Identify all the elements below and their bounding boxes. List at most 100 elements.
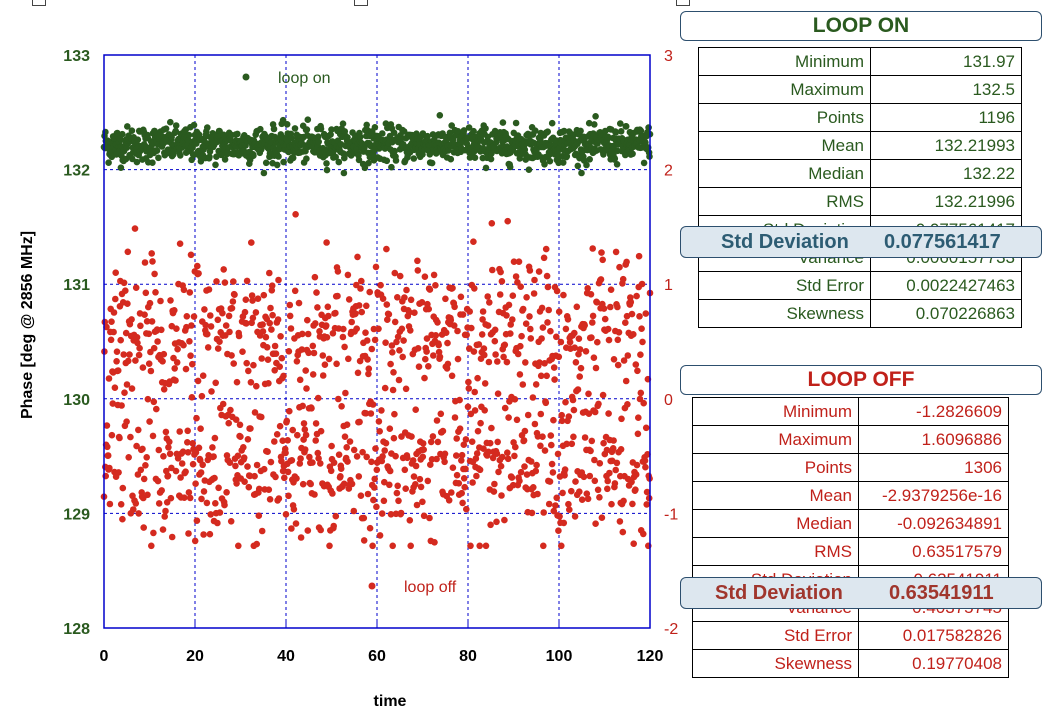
loop-on-point bbox=[270, 125, 278, 133]
loop-off-point bbox=[383, 245, 390, 253]
loop-off-point bbox=[171, 307, 178, 314]
loop-off-point bbox=[545, 500, 553, 508]
loop-off-point bbox=[398, 325, 406, 333]
loop-off-point bbox=[417, 483, 425, 491]
loop-off-point bbox=[489, 454, 497, 462]
loop-off-point bbox=[333, 360, 340, 368]
loop-off-point bbox=[484, 322, 492, 329]
loop-off-point bbox=[513, 416, 521, 424]
loop-off-point bbox=[561, 466, 569, 473]
loop-off-std-label: Std Deviation bbox=[715, 582, 843, 604]
loop-off-point bbox=[447, 316, 455, 324]
loop-off-point bbox=[158, 487, 165, 494]
checkbox-2[interactable] bbox=[354, 0, 368, 6]
loop-off-point bbox=[530, 290, 538, 297]
checkbox-1[interactable] bbox=[32, 0, 46, 6]
loop-off-point bbox=[416, 475, 424, 483]
loop-off-point bbox=[640, 399, 647, 407]
loop-off-point bbox=[481, 380, 489, 387]
loop-off-point bbox=[470, 238, 477, 245]
loop-off-point bbox=[572, 478, 579, 485]
loop-on-point bbox=[426, 151, 434, 158]
loop-off-point bbox=[537, 372, 545, 380]
loop-off-point bbox=[312, 320, 319, 327]
loop-off-point bbox=[334, 268, 342, 275]
loop-on-point bbox=[560, 127, 568, 135]
stat-value: 132.21993 bbox=[870, 131, 1022, 160]
loop-off-point bbox=[135, 351, 143, 359]
loop-off-point bbox=[301, 426, 309, 433]
loop-off-point bbox=[639, 338, 646, 346]
loop-off-point bbox=[453, 452, 460, 459]
loop-off-point bbox=[194, 262, 201, 270]
loop-off-point bbox=[480, 345, 488, 352]
loop-off-point bbox=[323, 239, 330, 246]
loop-off-point bbox=[250, 361, 257, 369]
loop-off-point bbox=[540, 509, 547, 516]
loop-off-point bbox=[542, 245, 550, 253]
loop-on-point bbox=[162, 125, 170, 132]
loop-off-point bbox=[311, 273, 319, 281]
stats-row: Skewness 0.19770408 bbox=[692, 649, 1009, 678]
loop-off-point bbox=[604, 325, 612, 333]
loop-off-point bbox=[523, 294, 530, 301]
loop-off-point bbox=[148, 542, 155, 550]
loop-off-point bbox=[540, 542, 547, 550]
loop-off-point bbox=[607, 303, 614, 311]
loop-off-point bbox=[197, 425, 204, 433]
loop-off-points bbox=[100, 211, 654, 550]
stats-row: RMS 0.63517579 bbox=[692, 537, 1009, 566]
stat-label: Median bbox=[698, 159, 871, 188]
loop-off-point bbox=[386, 425, 394, 433]
loop-off-point bbox=[429, 433, 437, 440]
loop-on-stats-table: Minimum 131.97 Maximum 132.5 Points 1196 Mean 1… bbox=[698, 47, 1022, 328]
loop-off-point bbox=[608, 500, 615, 508]
loop-off-point bbox=[350, 446, 358, 454]
loop-off-point bbox=[269, 311, 276, 319]
loop-on-point bbox=[190, 121, 198, 129]
loop-off-point bbox=[355, 302, 363, 309]
loop-off-point bbox=[104, 452, 112, 459]
loop-off-point bbox=[372, 445, 379, 452]
loop-off-point bbox=[324, 303, 332, 311]
loop-off-point bbox=[356, 418, 363, 426]
loop-off-point bbox=[368, 345, 376, 353]
loop-off-point bbox=[605, 410, 612, 417]
loop-off-point bbox=[248, 292, 256, 299]
loop-on-point bbox=[105, 159, 112, 166]
loop-off-point bbox=[130, 506, 137, 513]
loop-off-point bbox=[441, 458, 448, 466]
loop-off-point bbox=[597, 276, 605, 283]
loop-off-point bbox=[425, 363, 432, 370]
loop-off-point bbox=[616, 263, 623, 271]
loop-off-point bbox=[411, 309, 418, 317]
loop-off-point bbox=[547, 432, 555, 439]
loop-off-point bbox=[418, 299, 426, 306]
loop-off-point bbox=[160, 386, 168, 393]
loop-on-point bbox=[544, 128, 551, 135]
loop-off-point bbox=[427, 438, 435, 446]
loop-on-point bbox=[460, 127, 468, 134]
loop-off-point bbox=[566, 506, 573, 513]
loop-off-point bbox=[245, 483, 253, 491]
loop-off-point bbox=[181, 494, 188, 502]
stat-value: 0.63517579 bbox=[858, 537, 1009, 566]
loop-off-point bbox=[241, 308, 249, 316]
loop-off-point bbox=[280, 372, 287, 380]
loop-off-point bbox=[266, 269, 273, 277]
loop-off-point bbox=[441, 450, 449, 458]
loop-off-point bbox=[407, 296, 415, 304]
loop-off-point bbox=[265, 380, 272, 387]
loop-off-point bbox=[485, 358, 493, 366]
loop-off-point bbox=[243, 320, 250, 327]
loop-off-point bbox=[636, 313, 643, 320]
loop-off-point bbox=[113, 348, 121, 356]
loop-on-point bbox=[525, 166, 533, 173]
loop-off-point bbox=[211, 474, 218, 482]
checkbox-3[interactable] bbox=[676, 0, 690, 6]
loop-off-point bbox=[162, 507, 169, 515]
loop-off-point bbox=[296, 376, 304, 384]
stat-label: Std Error bbox=[692, 621, 859, 650]
loop-off-point bbox=[278, 354, 286, 362]
loop-on-point bbox=[429, 131, 437, 138]
